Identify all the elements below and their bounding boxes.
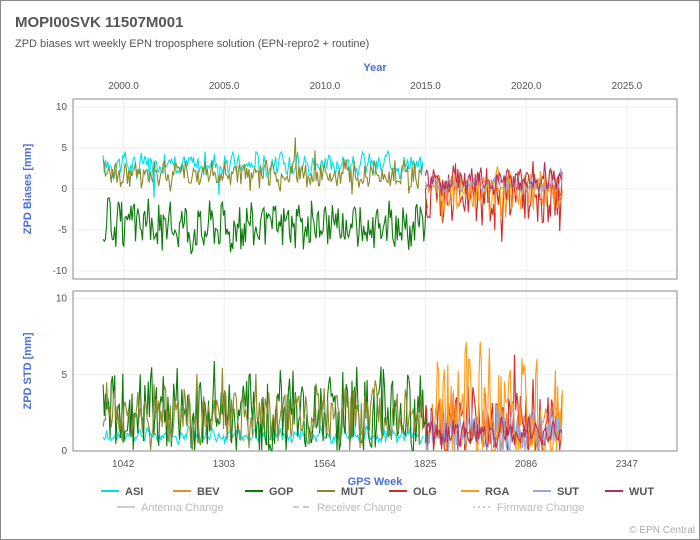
svg-text:2000.0: 2000.0: [108, 81, 139, 92]
svg-text:2015.0: 2015.0: [410, 81, 441, 92]
legend-label: GOP: [269, 486, 293, 498]
chart-subtitle: ZPD biases wrt weekly EPN troposphere so…: [15, 38, 369, 50]
legend-label: RGA: [485, 486, 510, 498]
svg-text:1042: 1042: [112, 459, 135, 470]
legend-label: ASI: [125, 486, 143, 498]
legend-label: WUT: [629, 486, 654, 498]
legend-label: BEV: [197, 486, 220, 498]
svg-text:1303: 1303: [213, 459, 236, 470]
svg-text:2020.0: 2020.0: [511, 81, 542, 92]
chart-svg: MOPI00SVK 11507M001 ZPD biases wrt weekly…: [1, 1, 699, 539]
svg-text:-10: -10: [53, 266, 68, 277]
svg-text:2086: 2086: [515, 459, 538, 470]
legend-label: SUT: [557, 486, 579, 498]
legend-label: OLG: [413, 486, 437, 498]
svg-text:1564: 1564: [314, 459, 337, 470]
svg-text:2005.0: 2005.0: [209, 81, 240, 92]
svg-text:2347: 2347: [616, 459, 639, 470]
svg-text:5: 5: [61, 370, 67, 381]
credit: © EPN Central: [629, 525, 695, 536]
chart-title: MOPI00SVK 11507M001: [15, 14, 183, 31]
svg-text:2010.0: 2010.0: [310, 81, 341, 92]
legend-label-dim: Firmware Change: [497, 502, 584, 514]
legend-label: MUT: [341, 486, 365, 498]
svg-text:ZPD STD [mm]: ZPD STD [mm]: [22, 332, 34, 409]
svg-text:0: 0: [61, 446, 67, 457]
svg-text:5: 5: [61, 143, 67, 154]
svg-text:10: 10: [56, 102, 68, 113]
svg-text:10: 10: [56, 294, 68, 305]
svg-text:ZPD Biases [mm]: ZPD Biases [mm]: [22, 143, 34, 234]
svg-text:0: 0: [61, 184, 67, 195]
svg-text:-5: -5: [58, 225, 67, 236]
legend-label-dim: Antenna Change: [141, 502, 224, 514]
top-axis-title: Year: [363, 62, 387, 74]
chart-container: { "title": "MOPI00SVK 11507M001", "subti…: [0, 0, 700, 540]
svg-text:2025.0: 2025.0: [612, 81, 643, 92]
svg-text:1825: 1825: [414, 459, 437, 470]
legend-label-dim: Receiver Change: [317, 502, 402, 514]
